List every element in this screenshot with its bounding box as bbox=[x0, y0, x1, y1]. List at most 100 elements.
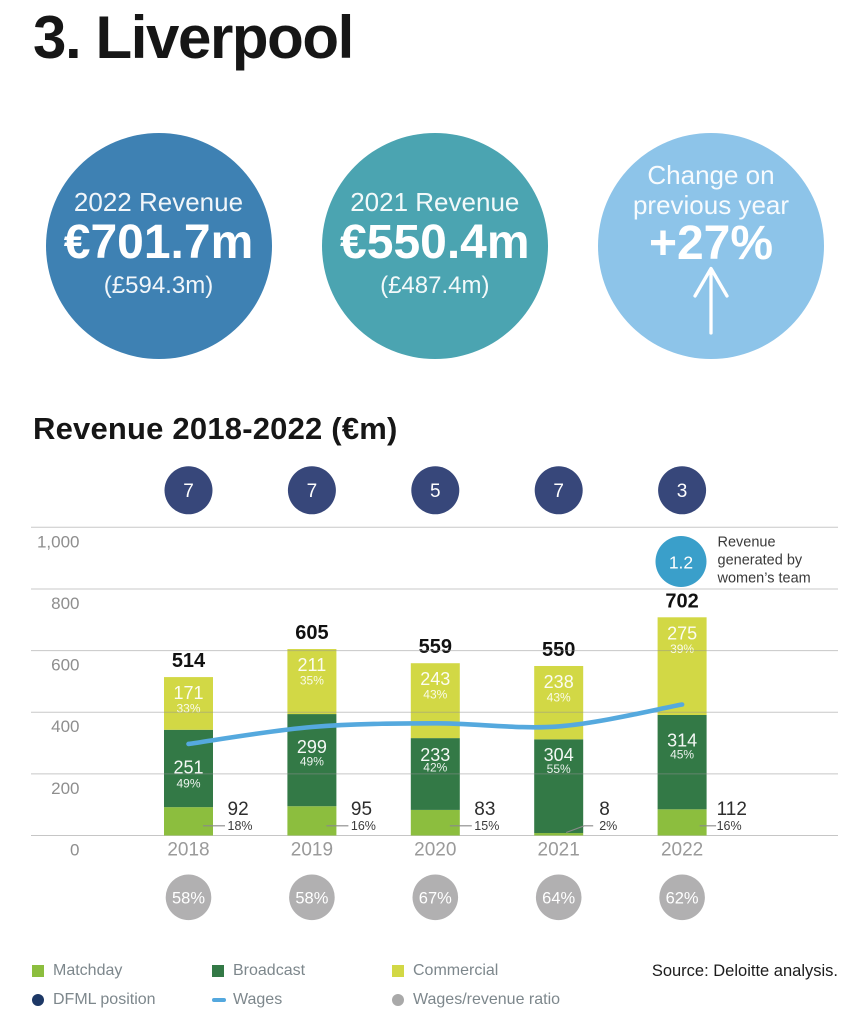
source-note: Source: Deloitte analysis. bbox=[651, 962, 838, 980]
dfml-circle-2022 bbox=[658, 466, 707, 515]
ratio-circle-2019 bbox=[289, 874, 335, 921]
legend-item-wages: Wages bbox=[212, 991, 282, 1009]
y-tick-0: 0 bbox=[70, 841, 79, 860]
y-tick-1,000: 1,000 bbox=[37, 532, 80, 551]
total-label-2018: 514 bbox=[172, 650, 206, 672]
commercial-value-2021: 238 bbox=[544, 672, 574, 692]
matchday-value-2022: 112 bbox=[717, 799, 747, 820]
wages-revenue-ratio-swatch bbox=[392, 994, 404, 1006]
ratio-circle-2020 bbox=[412, 874, 459, 921]
x-label-2018: 2018 bbox=[167, 840, 209, 861]
revenue-2022-label: 2022 Revenue bbox=[73, 187, 244, 217]
broadcast-pct-2018: 49% bbox=[176, 776, 200, 790]
matchday-pct-2018: 18% bbox=[228, 819, 253, 833]
legend-label-commercial: Commercial bbox=[413, 962, 499, 979]
commercial-pct-2022: 39% bbox=[670, 642, 694, 656]
y-tick-200: 200 bbox=[51, 779, 79, 798]
legend-item-dfml-position: DFML position bbox=[32, 991, 156, 1009]
revenue-chart: 17133%25149%9218%514201821135%29949%9516… bbox=[31, 466, 838, 921]
broadcast-swatch bbox=[212, 965, 224, 977]
matchday-pct-2021: 2% bbox=[599, 819, 617, 833]
commercial-value-2018: 171 bbox=[173, 683, 203, 703]
total-label-2021: 550 bbox=[542, 639, 575, 661]
dfml-value-2021: 7 bbox=[553, 481, 564, 502]
x-label-2022: 2022 bbox=[661, 840, 703, 861]
wages-swatch bbox=[212, 998, 226, 1002]
matchday-pct-2020: 15% bbox=[474, 819, 499, 833]
ratio-value-2018: 58% bbox=[172, 889, 205, 907]
revenue-2022-value: €701.7m bbox=[63, 216, 254, 269]
dfml-circle-2019 bbox=[287, 466, 336, 515]
revenue-2021-label: 2021 Revenue bbox=[350, 187, 520, 217]
matchday-tick-2021 bbox=[565, 825, 594, 834]
commercial-pct-2019: 35% bbox=[300, 674, 324, 688]
broadcast-value-2022: 314 bbox=[667, 730, 697, 750]
commercial-value-2020: 243 bbox=[420, 669, 450, 689]
page-title: 3. Liverpool bbox=[33, 4, 354, 71]
womens-team-badge bbox=[655, 536, 707, 587]
change-label-line2: previous year bbox=[632, 190, 790, 220]
matchday-value-2021: 8 bbox=[599, 799, 610, 820]
ratio-circle-2018 bbox=[165, 874, 212, 921]
x-label-2021: 2021 bbox=[538, 840, 580, 861]
y-tick-400: 400 bbox=[51, 717, 79, 736]
legend-label-broadcast: Broadcast bbox=[233, 962, 306, 979]
dfml-value-2022: 3 bbox=[677, 481, 688, 502]
ratio-value-2021: 64% bbox=[542, 889, 575, 907]
wages-line bbox=[186, 702, 685, 747]
broadcast-pct-2021: 55% bbox=[547, 762, 571, 776]
dfml-value-2020: 5 bbox=[430, 481, 441, 502]
ratio-circle-2021 bbox=[535, 874, 582, 921]
womens-team-label-1: generated by bbox=[718, 553, 803, 569]
commercial-value-2022: 275 bbox=[667, 623, 697, 643]
broadcast-value-2020: 233 bbox=[420, 745, 450, 765]
dfml-value-2018: 7 bbox=[183, 481, 194, 502]
broadcast-value-2019: 299 bbox=[297, 737, 327, 757]
commercial-pct-2018: 33% bbox=[176, 702, 200, 716]
bar-segment-broadcast-2021 bbox=[534, 739, 584, 834]
commercial-value-2019: 211 bbox=[298, 655, 327, 675]
x-label-2019: 2019 bbox=[291, 840, 333, 861]
bar-segment-broadcast-2022 bbox=[657, 714, 707, 810]
change-label-line1: Change on bbox=[647, 160, 775, 190]
bar-segment-matchday-2020 bbox=[410, 809, 460, 836]
matchday-value-2019: 95 bbox=[351, 799, 372, 820]
total-label-2020: 559 bbox=[419, 636, 452, 658]
matchday-value-2018: 92 bbox=[228, 799, 249, 820]
bar-segment-commercial-2018 bbox=[164, 677, 213, 730]
legend-label-wages: Wages bbox=[233, 991, 283, 1008]
change-value: +27% bbox=[648, 217, 774, 270]
ratio-value-2019: 58% bbox=[295, 889, 328, 907]
broadcast-pct-2019: 49% bbox=[300, 755, 324, 769]
dfml-value-2019: 7 bbox=[307, 481, 318, 502]
dfml-circle-2021 bbox=[534, 466, 583, 515]
arrow-up-icon bbox=[693, 266, 729, 335]
bar-segment-commercial-2022 bbox=[657, 617, 707, 715]
womens-team-label-0: Revenue bbox=[718, 535, 776, 551]
broadcast-pct-2020: 42% bbox=[423, 761, 447, 775]
total-label-2019: 605 bbox=[295, 622, 328, 644]
womens-team-value: 1.2 bbox=[669, 553, 693, 573]
legend-item-matchday: Matchday bbox=[32, 962, 122, 980]
revenue-2021-circle: 2021 Revenue €550.4m (£487.4m) bbox=[321, 133, 548, 359]
ratio-value-2022: 62% bbox=[666, 889, 699, 907]
total-label-2022: 702 bbox=[665, 590, 698, 612]
y-tick-800: 800 bbox=[51, 594, 79, 613]
y-tick-600: 600 bbox=[51, 656, 79, 675]
commercial-pct-2020: 43% bbox=[423, 688, 447, 702]
revenue-2022-circle: 2022 Revenue €701.7m (£594.3m) bbox=[45, 133, 272, 359]
section-title: Revenue 2018-2022 (€m) bbox=[33, 411, 398, 446]
ratio-value-2020: 67% bbox=[419, 889, 452, 907]
bar-segment-matchday-2019 bbox=[287, 806, 337, 836]
legend-label-wages-revenue-ratio: Wages/revenue ratio bbox=[413, 991, 561, 1008]
change-circle: Change on previous year +27% bbox=[598, 133, 824, 359]
broadcast-pct-2022: 45% bbox=[670, 747, 694, 761]
bar-segment-matchday-2021 bbox=[534, 833, 584, 836]
bar-segment-commercial-2019 bbox=[287, 649, 337, 715]
ratio-circle-2022 bbox=[659, 874, 705, 921]
legend-item-commercial: Commercial bbox=[392, 962, 498, 980]
revenue-2021-sub: (£487.4m) bbox=[380, 272, 490, 299]
bar-segment-matchday-2018 bbox=[164, 807, 213, 836]
revenue-2022-sub: (£594.3m) bbox=[103, 272, 214, 299]
dfml-circle-2020 bbox=[411, 466, 460, 515]
